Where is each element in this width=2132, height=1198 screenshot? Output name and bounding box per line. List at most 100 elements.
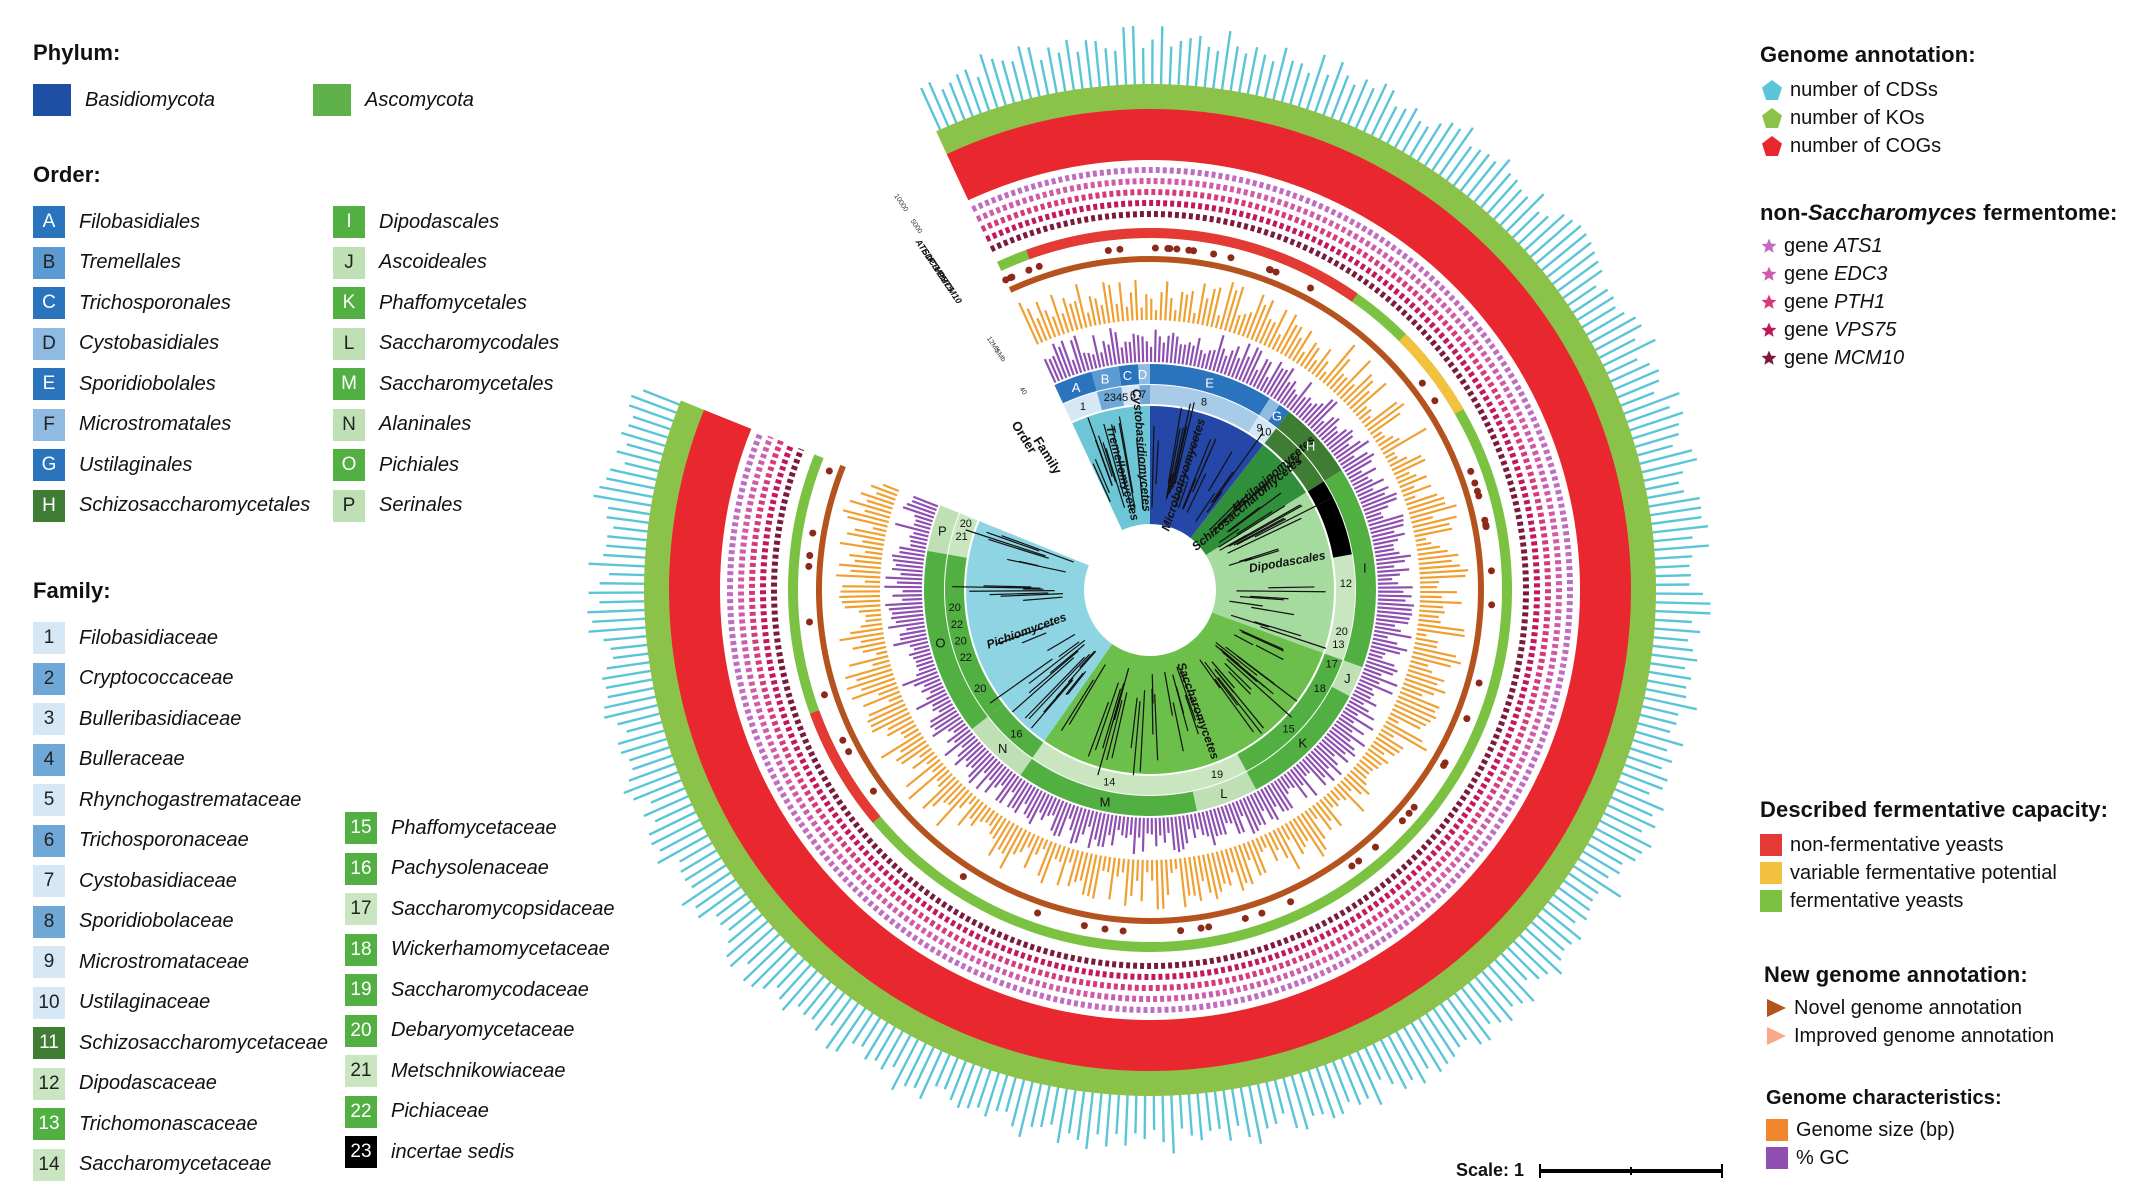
gc-bar bbox=[1353, 478, 1373, 490]
gc-bar bbox=[1320, 425, 1338, 441]
tree-branch bbox=[1212, 474, 1275, 533]
genome-size-bar bbox=[860, 677, 896, 692]
gc-bar bbox=[1026, 790, 1043, 819]
cds-bar bbox=[1636, 444, 1673, 457]
genome-characteristics-heading: Genome characteristics: bbox=[1766, 1087, 2002, 1109]
order-item: E Sporidiobolales bbox=[33, 364, 333, 405]
genome-size-bar bbox=[1160, 859, 1165, 909]
genome-size-bar bbox=[936, 769, 950, 782]
genome-size-bar bbox=[1375, 435, 1386, 443]
gc-bar bbox=[912, 652, 932, 660]
gc-bar bbox=[944, 732, 974, 757]
genome-size-bar bbox=[1352, 766, 1368, 780]
cds-bar bbox=[632, 754, 674, 771]
cds-bar bbox=[1408, 126, 1430, 158]
gc-bar bbox=[1073, 335, 1086, 372]
tree-branch bbox=[1172, 702, 1184, 752]
tree-branch bbox=[1260, 626, 1327, 649]
genome-size-bar bbox=[1380, 437, 1400, 451]
genome-size-bar bbox=[1267, 309, 1288, 348]
genome-size-bar bbox=[1228, 286, 1245, 333]
gc-bar bbox=[1196, 349, 1203, 368]
cds-bar bbox=[1631, 738, 1668, 752]
genome-size-bar bbox=[1332, 376, 1348, 393]
gc-bar bbox=[1280, 775, 1291, 789]
family-arc-code: 20 bbox=[960, 518, 972, 530]
cds-bar bbox=[1159, 26, 1164, 86]
tree-branch bbox=[1226, 658, 1292, 718]
gc-bar bbox=[1006, 780, 1026, 808]
gc-bar bbox=[1166, 817, 1170, 834]
cds-bar bbox=[1354, 87, 1375, 130]
novel-triangle bbox=[1258, 909, 1266, 917]
genome-size-bar bbox=[1413, 646, 1457, 658]
gc-bar bbox=[1289, 381, 1313, 411]
gc-bar bbox=[1323, 430, 1339, 444]
gc-bar bbox=[1355, 478, 1385, 494]
genome-size-bar bbox=[932, 779, 960, 807]
gc-bar bbox=[1028, 792, 1047, 825]
gc-bar bbox=[1372, 532, 1405, 542]
cds-bar bbox=[599, 600, 646, 604]
genome-size-bar bbox=[1329, 789, 1341, 801]
genome-annotation-item: number of COGs bbox=[1760, 132, 1976, 160]
gc-bar bbox=[1242, 797, 1260, 832]
genome-size-bar bbox=[1042, 839, 1049, 850]
genome-size-bar bbox=[999, 827, 1023, 869]
cds-bar bbox=[1551, 251, 1596, 286]
genome-size-bar bbox=[1129, 292, 1134, 321]
family-item: 6 Trichosporonaceae bbox=[33, 821, 345, 862]
tree-branch bbox=[1103, 423, 1125, 497]
gc-bar bbox=[1368, 652, 1383, 659]
genome-size-bar bbox=[876, 491, 896, 501]
gc-bar bbox=[1292, 396, 1307, 414]
genome-size-bar bbox=[1036, 317, 1048, 342]
tick-label: 5000 bbox=[909, 218, 924, 235]
family-label: Cryptococcaceae bbox=[79, 667, 234, 690]
cds-bar bbox=[1524, 927, 1562, 962]
genome-size-bar bbox=[1159, 292, 1163, 321]
cds-bar bbox=[607, 535, 648, 542]
scale-line bbox=[1539, 1163, 1724, 1178]
family-arc-code: 13 bbox=[1332, 639, 1344, 651]
gc-bar bbox=[1069, 339, 1083, 373]
gc-bar bbox=[1357, 682, 1373, 691]
novel-triangle bbox=[869, 787, 877, 795]
cds-bar bbox=[628, 423, 669, 439]
new-annotation-item-label: Improved genome annotation bbox=[1794, 1024, 2055, 1047]
cds-bar bbox=[1620, 771, 1663, 791]
gc-bar bbox=[1330, 435, 1354, 453]
gc-bar bbox=[912, 495, 939, 508]
tree-branch bbox=[1168, 473, 1174, 495]
gc-bar bbox=[1182, 815, 1189, 844]
gc-bar bbox=[1371, 641, 1408, 652]
gc-bar bbox=[1273, 367, 1295, 400]
genome-size-bar bbox=[1288, 820, 1307, 848]
genome-size-bar bbox=[1108, 857, 1116, 900]
genome-size-bar bbox=[1250, 304, 1267, 341]
genome-size-bar bbox=[989, 815, 1003, 835]
cds-bar bbox=[943, 1056, 960, 1090]
cds-bar bbox=[1230, 1088, 1240, 1126]
gc-bar bbox=[1023, 788, 1040, 815]
gc-bar bbox=[1128, 341, 1133, 363]
cds-bar bbox=[1445, 145, 1473, 182]
genome-size-bar bbox=[1058, 845, 1066, 863]
family-label: Metschnikowiaceae bbox=[391, 1059, 566, 1082]
cds-bar bbox=[918, 1049, 944, 1100]
cds-bar bbox=[654, 802, 694, 823]
gc-bar bbox=[1173, 336, 1179, 364]
genome-size-bar bbox=[1196, 283, 1207, 325]
cds-bar bbox=[1395, 1030, 1427, 1084]
family-arc bbox=[1139, 385, 1150, 405]
tree-branch bbox=[1102, 688, 1122, 749]
gc-bar bbox=[1238, 799, 1256, 834]
gc-bar bbox=[1364, 505, 1389, 516]
genome-size-bar bbox=[931, 762, 944, 773]
genome-size-bar bbox=[1384, 451, 1396, 459]
genome-size-bar bbox=[905, 758, 941, 788]
gc-bar bbox=[885, 576, 923, 581]
cds-bar bbox=[1602, 811, 1643, 833]
gc-bar bbox=[1304, 755, 1326, 778]
family-item: 12 Dipodascaceae bbox=[33, 1064, 345, 1105]
